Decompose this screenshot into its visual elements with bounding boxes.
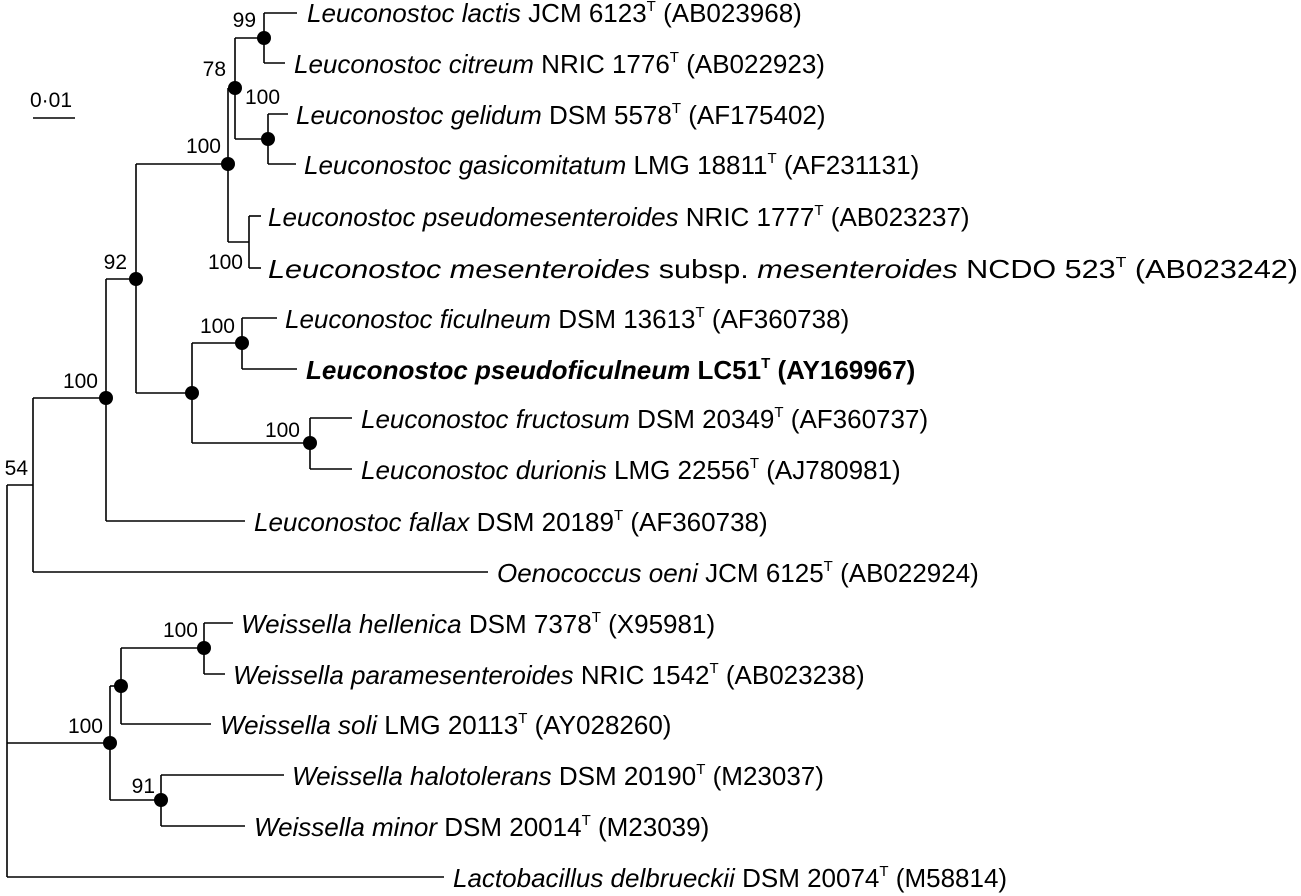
node-dot (257, 31, 271, 45)
bootstrap-value: 100 (186, 135, 221, 158)
taxon-label-leuconostoc-citreum: Leuconostoc citreum NRIC 1776T (AB022923… (294, 49, 825, 79)
taxon-label-leuconostoc-mesenteroides: Leuconostoc mesenteroides subsp. mesente… (268, 254, 1298, 284)
bootstrap-value: 99 (233, 9, 256, 32)
bootstrap-value: 78 (203, 58, 226, 81)
node-dot (261, 132, 275, 146)
bootstrap-value: 100 (208, 251, 243, 274)
bootstrap-value: 100 (68, 715, 103, 738)
bootstrap-value: 54 (5, 457, 29, 480)
node-dot (303, 436, 317, 450)
taxon-label-leuconostoc-fallax: Leuconostoc fallax DSM 20189T (AF360738) (254, 507, 768, 537)
node-dot (228, 81, 242, 95)
node-dot (185, 386, 199, 400)
node-dot (221, 157, 235, 171)
taxon-label-leuconostoc-gasicomitatum: Leuconostoc gasicomitatum LMG 18811T (AF… (304, 150, 919, 180)
node-dot (197, 641, 211, 655)
scale-bar: 0·01 (30, 89, 75, 119)
bootstrap-value: 100 (63, 370, 98, 393)
node-markers (99, 31, 317, 807)
taxon-label-leuconostoc-fructosum: Leuconostoc fructosum DSM 20349T (AF3607… (361, 404, 928, 434)
bootstrap-value: 100 (265, 419, 300, 442)
taxon-label-leuconostoc-gelidum: Leuconostoc gelidum DSM 5578T (AF175402) (296, 100, 826, 130)
scale-bar-label: 0·01 (30, 89, 72, 112)
taxon-label-leuconostoc-lactis: Leuconostoc lactis JCM 6123T (AB023968) (307, 0, 802, 28)
taxon-label-leuconostoc-pseudoficulneum: Leuconostoc pseudoficulneum LC51T (AY169… (306, 355, 915, 385)
node-dot (114, 679, 128, 693)
bootstrap-value: 91 (132, 775, 155, 798)
tree-branches (6, 12, 488, 878)
bootstrap-value: 100 (163, 619, 198, 642)
bootstrap-value: 100 (245, 86, 280, 109)
taxon-label-weissella-hellenica: Weissella hellenica DSM 7378T (X95981) (241, 609, 715, 639)
node-dot (235, 336, 249, 350)
bootstrap-values: 99 78 100 100 100 92 100 100 100 54 100 … (5, 9, 300, 798)
node-dot (129, 272, 143, 286)
taxon-label-weissella-halotolerans: Weissella halotolerans DSM 20190T (M2303… (292, 761, 824, 791)
taxon-label-leuconostoc-durionis: Leuconostoc durionis LMG 22556T (AJ78098… (361, 455, 901, 485)
taxon-label-leuconostoc-ficulneum: Leuconostoc ficulneum DSM 13613T (AF3607… (285, 304, 849, 334)
taxon-label-weissella-paramesenteroides: Weissella paramesenteroides NRIC 1542T (… (233, 660, 865, 690)
taxon-label-weissella-soli: Weissella soli LMG 20113T (AY028260) (220, 710, 671, 740)
taxon-label-lactobacillus-delbrueckii: Lactobacillus delbrueckii DSM 20074T (M5… (453, 863, 1007, 893)
bootstrap-value: 100 (200, 315, 235, 338)
taxon-label-weissella-minor: Weissella minor DSM 20014T (M23039) (254, 812, 709, 842)
taxon-label-leuconostoc-pseudomesenteroides: Leuconostoc pseudomesenteroides NRIC 177… (268, 202, 970, 232)
taxon-label-oenococcus-oeni: Oenococcus oeni JCM 6125T (AB022924) (497, 558, 979, 588)
node-dot (154, 793, 168, 807)
node-dot (103, 736, 117, 750)
taxon-labels: Leuconostoc lactis JCM 6123T (AB023968) … (220, 0, 1298, 893)
node-dot (99, 391, 113, 405)
bootstrap-value: 92 (104, 251, 127, 274)
